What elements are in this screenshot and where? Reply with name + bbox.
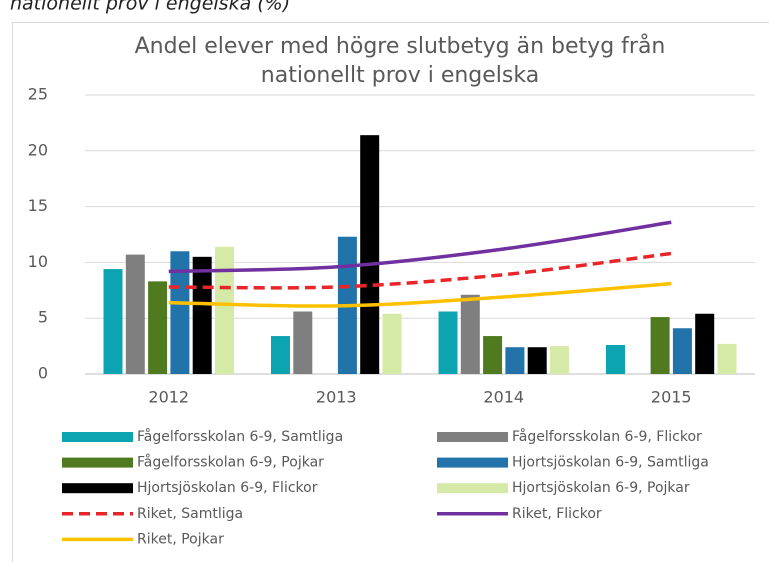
- bar: [438, 311, 458, 374]
- chart-title: nationellt prov i engelska: [261, 63, 539, 88]
- y-tick-label: 5: [38, 308, 48, 327]
- line-series: [168, 251, 672, 290]
- bar: [148, 281, 168, 374]
- legend-label: Hjortsjöskolan 6-9, Samtliga: [512, 455, 709, 471]
- bar: [550, 346, 569, 374]
- bar: [672, 328, 692, 374]
- x-tick-label: 2014: [483, 388, 524, 407]
- bar: [650, 317, 670, 374]
- bar: [483, 336, 503, 374]
- legend-label: Riket, Flickor: [512, 506, 602, 522]
- y-tick-label: 10: [28, 252, 48, 271]
- bar: [527, 347, 547, 374]
- legend-label: Riket, Pojkar: [137, 531, 224, 547]
- bar: [170, 251, 190, 374]
- bar: [103, 269, 123, 374]
- legend-swatch: [62, 483, 133, 494]
- bar: [192, 256, 212, 374]
- x-tick-label: 2012: [148, 388, 189, 407]
- bar: [505, 347, 525, 374]
- page-header: nationellt prov i engelska (%): [10, 0, 290, 15]
- bar: [271, 336, 290, 374]
- y-tick-label: 0: [38, 364, 48, 383]
- legend-swatch: [437, 432, 508, 442]
- chart-title: Andel elever med högre slutbetyg än bety…: [135, 33, 666, 59]
- y-tick-label: 15: [28, 196, 48, 215]
- bar: [360, 135, 380, 374]
- legend-swatch: [437, 457, 508, 468]
- legend-swatch: [62, 457, 133, 468]
- legend-swatch: [62, 432, 133, 442]
- x-tick-label: 2013: [316, 388, 357, 407]
- bar: [382, 313, 402, 374]
- legend-label: Hjortsjöskolan 6-9, Flickor: [137, 480, 318, 496]
- y-tick-label: 25: [28, 85, 48, 104]
- bar: [293, 311, 313, 374]
- legend-label: Riket, Samtliga: [137, 506, 243, 522]
- bar: [695, 313, 715, 374]
- line-series: [168, 281, 672, 308]
- legend-label: Fågelforsskolan 6-9, Pojkar: [137, 454, 324, 471]
- legend-label: Fågelforsskolan 6-9, Samtliga: [137, 428, 343, 445]
- legend-label: Hjortsjöskolan 6-9, Pojkar: [512, 480, 690, 496]
- line-series: [168, 220, 672, 274]
- bar: [460, 294, 480, 374]
- bar: [606, 344, 625, 374]
- y-tick-label: 20: [28, 140, 48, 159]
- bar: [717, 343, 737, 374]
- x-tick-label: 2015: [651, 388, 692, 407]
- bar: [125, 254, 145, 374]
- legend-label: Fågelforsskolan 6-9, Flickor: [512, 428, 702, 445]
- bar: [215, 246, 234, 374]
- legend-swatch: [437, 483, 508, 494]
